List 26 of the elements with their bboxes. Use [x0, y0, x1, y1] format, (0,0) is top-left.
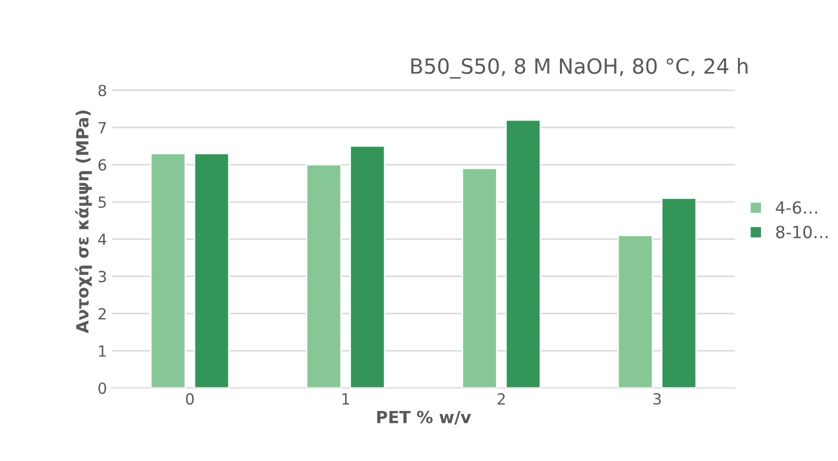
y-tick-label: 6: [98, 159, 106, 171]
y-tick-label: 7: [98, 122, 106, 134]
x-tick-label: 0: [186, 393, 194, 405]
bar: [150, 152, 186, 388]
y-tick-label: 2: [98, 308, 106, 320]
y-tick-label: 3: [98, 270, 106, 282]
y-tick-label: 4: [98, 234, 106, 245]
x-tick-label: 3: [653, 393, 661, 405]
bar: [194, 152, 230, 388]
bar: [661, 197, 697, 388]
x-axis-title: PET % w/v: [377, 410, 472, 425]
chart-title: B50_S50, 8 M NaOH, 80 °C, 24 h: [411, 58, 748, 79]
y-tick-label: 8: [98, 84, 106, 96]
bar: [306, 164, 342, 388]
bar: [462, 168, 498, 388]
legend-label: 4-6…: [776, 201, 817, 214]
y-axis-title: Αντοχή σε κάμψη (MPa): [75, 110, 92, 334]
bar: [505, 119, 542, 388]
y-tick-label: 0: [98, 382, 106, 394]
bar: [617, 234, 654, 388]
x-tick-label: 2: [498, 393, 505, 404]
legend-label: 8-10…: [776, 226, 828, 238]
y-tick-label: 1: [99, 345, 106, 357]
y-tick-label: 5: [98, 196, 106, 208]
bar: [350, 145, 386, 388]
x-tick-label: 1: [342, 393, 350, 404]
